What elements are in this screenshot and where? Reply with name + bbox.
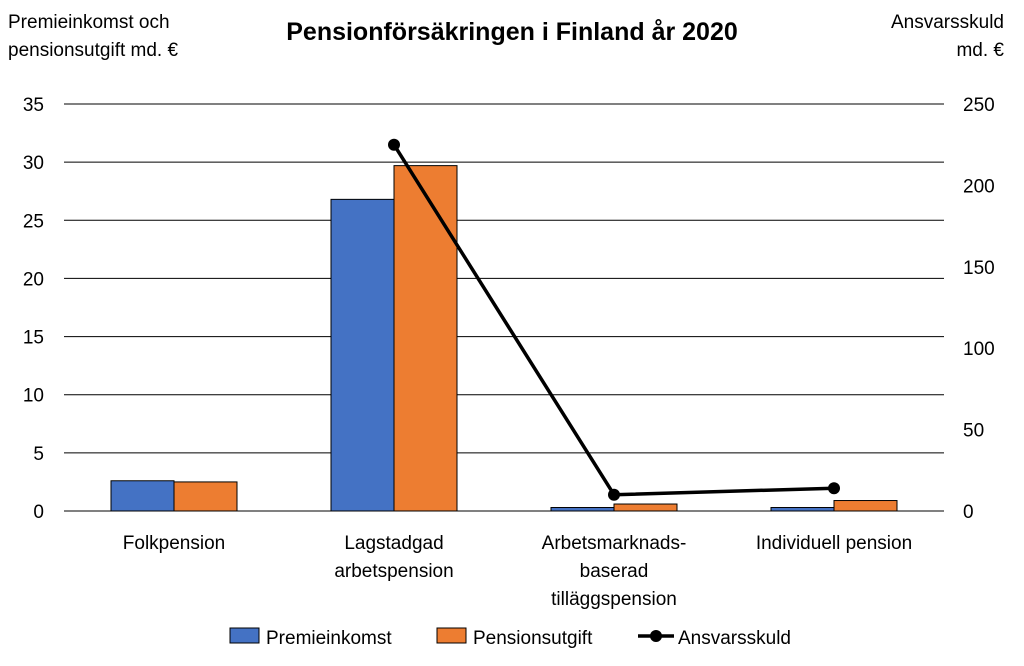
- left-tick-label: 20: [23, 269, 44, 290]
- bar-premieinkomst: [110, 480, 175, 512]
- category-labels: Folkpension Lagstadgad arbetspension Arbets…: [123, 533, 912, 610]
- bar-premieinkomst: [550, 507, 615, 512]
- legend-swatch-premieinkomst: [229, 627, 260, 644]
- legend-label-ansvarsskuld: Ansvarsskuld: [678, 628, 791, 649]
- bar-premieinkomst: [770, 507, 835, 512]
- line-point-ansvarsskuld: [608, 488, 620, 501]
- line-ansvarsskuld: [392, 143, 835, 497]
- left-axis-title-line: Premieinkomst och: [8, 12, 170, 33]
- right-tick-label: 50: [963, 421, 984, 442]
- bar-pensionsutgift: [613, 503, 678, 512]
- left-tick-label: 35: [23, 95, 44, 116]
- right-tick-label: 250: [963, 95, 995, 116]
- bar-premieinkomst: [330, 198, 395, 512]
- legend-swatch-pensionsutgift: [436, 627, 467, 644]
- category-label: Lagstadgad arbetspension: [334, 533, 453, 582]
- right-axis-title-line: md. €: [956, 40, 1004, 61]
- left-tick-label: 5: [33, 444, 44, 465]
- left-axis-title-line: pensionsutgift md. €: [8, 40, 178, 61]
- left-tick-label: 15: [23, 328, 44, 349]
- right-axis-title-line: Ansvarsskuld: [891, 12, 1004, 33]
- left-axis-title: Premieinkomst och pensionsutgift md. €: [8, 12, 178, 61]
- gridlines: [64, 103, 944, 512]
- category-label: Arbetsmarknads-baserad tilläggspension: [542, 533, 687, 610]
- left-tick-label: 30: [23, 153, 44, 174]
- right-tick-label: 200: [963, 176, 995, 197]
- right-axis-title: Ansvarsskuld md. €: [891, 12, 1004, 61]
- left-tick-label: 25: [23, 211, 44, 232]
- left-tick-label: 10: [23, 386, 44, 407]
- line-point-ansvarsskuld: [388, 138, 400, 151]
- bar-pensionsutgift: [173, 481, 238, 512]
- right-tick-label: 100: [963, 339, 995, 360]
- legend: Premieinkomst Pensionsutgift Ansvarsskuld: [229, 627, 791, 649]
- line-series: [388, 138, 840, 501]
- bar-pensionsutgift: [393, 165, 458, 512]
- left-tick-label: 0: [33, 502, 44, 523]
- legend-marker-ansvarsskuld: [650, 630, 662, 642]
- chart-title: Pensionförsäkringen i Finland år 2020: [286, 18, 738, 46]
- right-tick-label: 0: [963, 502, 974, 523]
- right-tick-label: 150: [963, 258, 995, 279]
- bar-pensionsutgift: [833, 500, 898, 512]
- left-tick-labels: 0 5 10 15 20 25 30 35: [23, 95, 44, 523]
- right-tick-labels: 0 50 100 150 200 250: [963, 95, 995, 523]
- legend-label-premieinkomst: Premieinkomst: [266, 628, 392, 649]
- legend-label-pensionsutgift: Pensionsutgift: [473, 628, 593, 649]
- category-label: Individuell pension: [756, 533, 912, 554]
- category-label: Folkpension: [123, 533, 225, 554]
- line-point-ansvarsskuld: [828, 482, 840, 495]
- bars: [110, 165, 898, 512]
